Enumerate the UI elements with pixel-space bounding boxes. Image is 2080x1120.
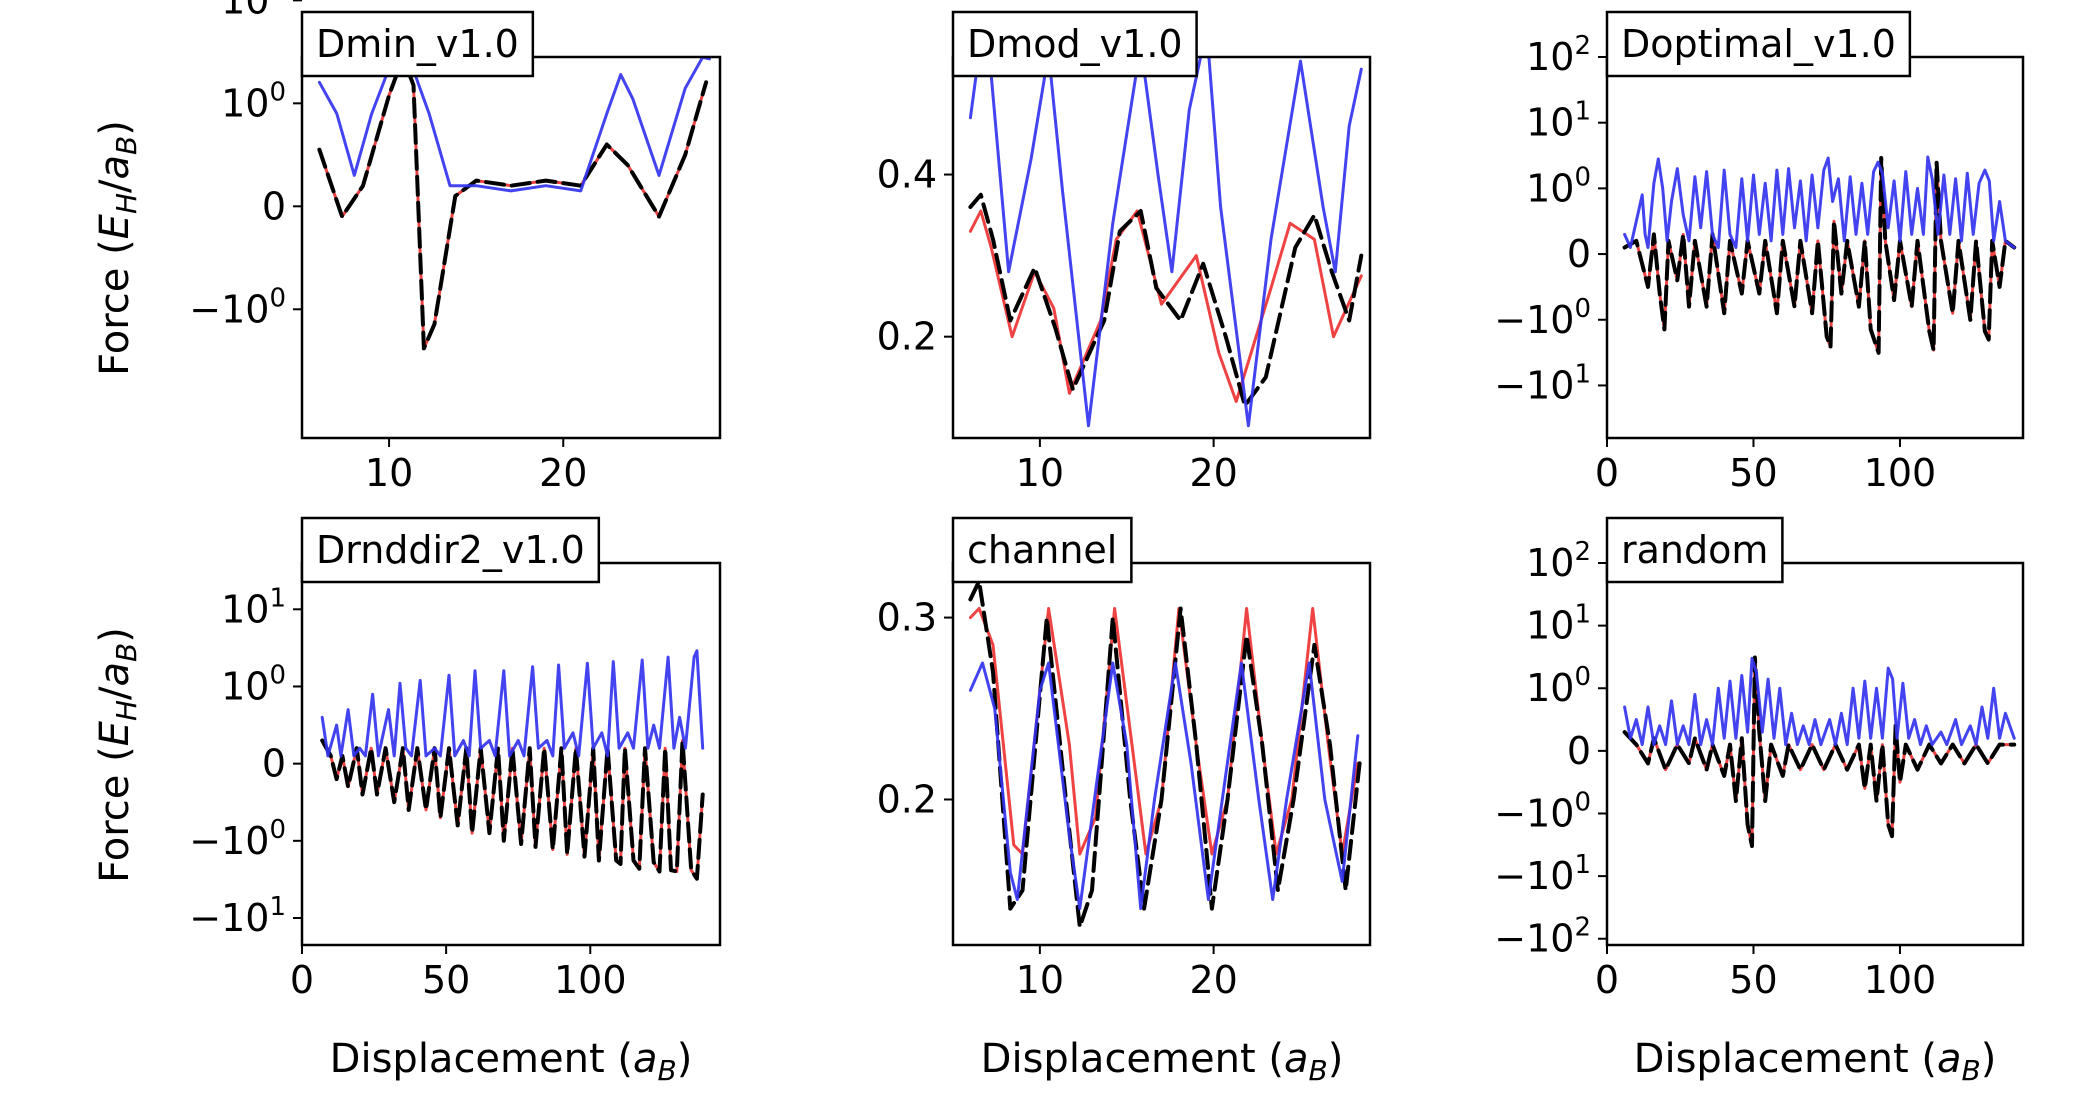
subplot-title-box [1605, 10, 1912, 78]
x-tick-label: 100 [1864, 958, 1937, 1002]
x-tick-label: 100 [1864, 451, 1937, 495]
subplot-title: Drnddir2_v1.0 [300, 516, 601, 584]
series-line-blue [320, 649, 705, 758]
subplot-title: random [1605, 516, 1784, 584]
subplot-title-text: Doptimal_v1.0 [1621, 22, 1896, 66]
subplot-2: 0 50 100 −101 −100 0 100 101 102 Doptimal_v1.0 [1494, 10, 2025, 495]
series-group [968, 57, 1364, 428]
y-tick-label: 0 [1567, 729, 1591, 773]
subplot-title-text: channel [967, 528, 1117, 572]
series-line-black [317, 57, 709, 351]
series-line-black [1622, 156, 2017, 355]
x-tick-label: 20 [539, 451, 587, 495]
subplot-0: 10 20 −100 0 100 101 Dmin_v1.0 [189, 0, 722, 495]
subplot-title-box [951, 516, 1133, 584]
y-tick-label: −101 [189, 892, 286, 940]
y-tick-label: −102 [1494, 913, 1591, 961]
y-axis-label-bottom: Force (EH/aB) [92, 627, 143, 883]
x-tick-label: 0 [1595, 958, 1619, 1002]
series-line-blue [968, 57, 1363, 428]
subplot-3: 0 50 100 −101 −100 0 100 101 Drnddir2_v1.0 [189, 516, 722, 1002]
subplot-title-box [1605, 516, 1784, 584]
subplot-1: 10 20 0.2 0.4 Dmod_v1.0 [877, 10, 1372, 495]
series-group [1622, 155, 2017, 355]
y-tick-label: 0 [262, 742, 286, 786]
series-group [1622, 655, 2017, 848]
y-tick-label: −101 [1494, 850, 1591, 898]
y-tick-label: 102 [1526, 31, 1591, 79]
x-axis-label-1: Displacement (aB) [330, 1036, 693, 1087]
subplot-title-text: Dmin_v1.0 [316, 22, 519, 66]
series-line-blue [1623, 656, 2016, 747]
subplot-title-text: Dmod_v1.0 [967, 22, 1183, 66]
subplot-4: 10 20 0.2 0.3 channel [877, 516, 1372, 1002]
series-line-blue [1623, 155, 2016, 249]
x-tick-label: 0 [290, 958, 314, 1002]
subplot-title: Dmin_v1.0 [300, 10, 535, 78]
subplot-title: Doptimal_v1.0 [1605, 10, 1912, 78]
x-tick-label: 50 [1729, 451, 1777, 495]
series-line-black [968, 579, 1362, 929]
y-tick-label: 0.2 [877, 777, 937, 821]
series-group [317, 57, 711, 351]
y-tick-label: −101 [1494, 359, 1591, 407]
x-axis-label-3: Displacement (aB) [1634, 1036, 1997, 1087]
series-line-blue [317, 57, 711, 193]
series-line-red [968, 209, 1363, 403]
axes-frame [951, 561, 1372, 947]
subplot-title-text: random [1621, 528, 1768, 572]
x-tick-label: 100 [554, 958, 627, 1002]
y-tick-label: 101 [1526, 600, 1591, 648]
subplot-title-box [300, 10, 535, 78]
series-line-black [320, 738, 705, 881]
y-tick-label: 101 [1526, 97, 1591, 145]
y-tick-label: −100 [1494, 294, 1591, 342]
y-tick-label: 0.3 [877, 596, 937, 640]
x-tick-label: 50 [422, 958, 470, 1002]
x-tick-label: 0 [1595, 451, 1619, 495]
y-tick-label: −100 [189, 283, 286, 331]
x-tick-label: 20 [1189, 451, 1237, 495]
x-axis-label-2: Displacement (aB) [981, 1036, 1344, 1087]
x-tick-label: 20 [1189, 958, 1237, 1002]
y-tick-label: 101 [221, 0, 286, 22]
y-tick-label: 0 [262, 184, 286, 228]
y-tick-label: 0.2 [877, 315, 937, 359]
y-tick-label: 100 [1526, 662, 1591, 710]
y-axis-label-top: Force (EH/aB) [92, 120, 143, 376]
subplot-title-box [951, 10, 1198, 78]
y-tick-label: 100 [1526, 162, 1591, 210]
x-tick-label: 10 [365, 451, 413, 495]
x-tick-label: 10 [1016, 451, 1064, 495]
axes-frame [1605, 561, 2025, 947]
subplot-title-box [300, 516, 601, 584]
y-tick-label: 0.4 [877, 153, 937, 197]
subplot-title-text: Drnddir2_v1.0 [316, 528, 585, 572]
y-tick-label: −100 [1494, 787, 1591, 835]
series-group [968, 579, 1362, 929]
y-tick-label: −100 [189, 815, 286, 863]
series-group [320, 649, 705, 881]
axes-frame [300, 55, 722, 440]
series-line-black [1622, 655, 2017, 848]
x-tick-label: 10 [1016, 958, 1064, 1002]
series-line-black [968, 192, 1364, 408]
y-tick-label: 100 [221, 660, 286, 708]
subplot-5: 0 50 100 −102 −101 −100 0 100 101 102 random [1494, 516, 2025, 1002]
subplot-title: Dmod_v1.0 [951, 10, 1198, 78]
x-tick-label: 50 [1729, 958, 1777, 1002]
y-tick-label: 102 [1526, 537, 1591, 585]
subplot-title: channel [951, 516, 1133, 584]
series-line-blue [968, 661, 1360, 911]
y-tick-label: 0 [1567, 232, 1591, 276]
y-tick-label: 101 [221, 583, 286, 631]
y-tick-label: 100 [221, 77, 286, 125]
